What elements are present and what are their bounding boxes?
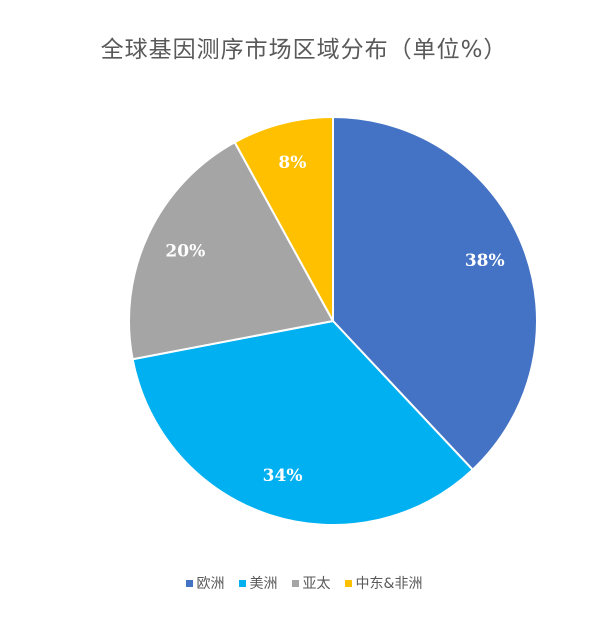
pie-data-label-4: 8% (278, 153, 306, 173)
pie-data-label-3: 20% (165, 242, 205, 262)
legend-item-3: 亚太 (291, 573, 331, 593)
legend-item-1: 欧洲 (185, 573, 225, 593)
chart-legend: 欧洲 美洲 亚太 中东&非洲 (0, 573, 608, 593)
legend-item-4: 中东&非洲 (344, 573, 423, 593)
legend-swatch-4 (344, 579, 352, 587)
legend-item-2: 美洲 (238, 573, 278, 593)
legend-swatch-2 (238, 579, 246, 587)
pie-slice-1 (332, 115, 539, 472)
legend-swatch-3 (291, 579, 299, 587)
pie-slice-2 (131, 319, 475, 526)
legend-label-1: 欧洲 (196, 576, 225, 592)
pie-labels: 38% 34% 20% 8% (165, 153, 504, 486)
legend-label-3: 亚太 (302, 576, 331, 592)
pie-slice-4 (233, 115, 334, 322)
legend-swatch-1 (185, 579, 193, 587)
pie-data-label-1: 38% (465, 251, 505, 271)
legend-label-2: 美洲 (249, 576, 278, 592)
pie-slice-3 (128, 140, 335, 361)
chart-title: 全球基因测序市场区域分布（单位%） (100, 37, 508, 63)
pie-data-label-2: 34% (263, 466, 303, 486)
legend-label-4: 中东&非洲 (355, 576, 423, 592)
pie-slices (128, 115, 539, 526)
